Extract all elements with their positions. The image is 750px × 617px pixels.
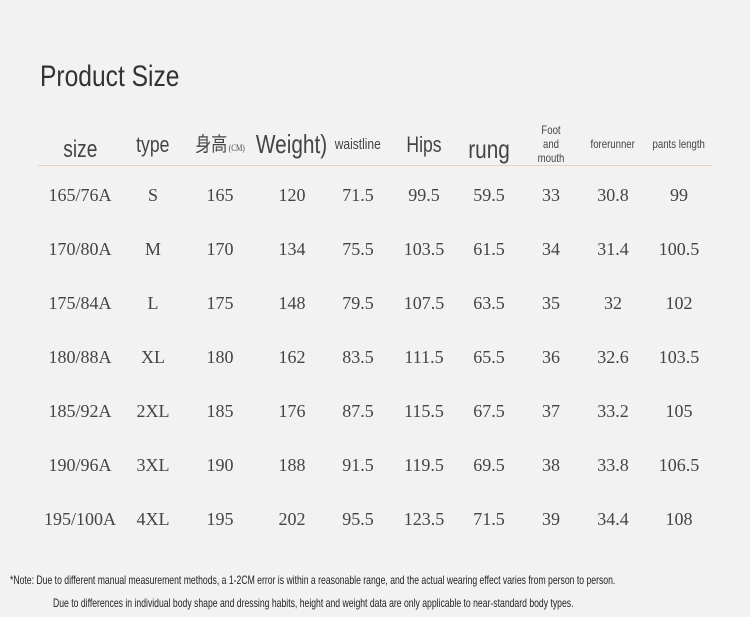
table-cell: 65.5 <box>473 347 505 367</box>
table-cell: 180 <box>206 347 234 367</box>
table-cell: 39 <box>542 509 560 529</box>
table-cell: 190/96A <box>48 455 112 475</box>
column-header: 身高 (CM) <box>180 125 260 165</box>
table-cell: 202 <box>278 509 306 529</box>
table-cell: 87.5 <box>342 401 374 421</box>
table-cell: 75.5 <box>342 239 374 259</box>
table-cell: 108 <box>665 509 693 529</box>
header-divider <box>38 165 712 166</box>
column-header-label: type <box>136 132 170 158</box>
table-cell: 120 <box>278 185 306 205</box>
table-cell: 33.8 <box>597 455 629 475</box>
table-cell: 79.5 <box>342 293 374 313</box>
table-cell: 3XL <box>136 455 170 475</box>
table-cell: 4XL <box>136 509 170 529</box>
table-cell: 33.2 <box>597 401 629 421</box>
table-cell: 195/100A <box>44 509 116 529</box>
table-cell: 107.5 <box>403 293 445 313</box>
note-line-2: Due to differences in individual body sh… <box>53 596 574 610</box>
table-cell: 35 <box>542 293 560 313</box>
page-title: Product Size <box>40 60 180 93</box>
table-cell: 103.5 <box>403 239 445 259</box>
table-cell: 2XL <box>136 401 170 421</box>
column-header-label: waistline <box>334 136 382 154</box>
column-header-label: 身高 <box>195 132 228 156</box>
table-cell: 34 <box>542 239 560 259</box>
table-cell: XL <box>141 347 165 367</box>
table-cell: 71.5 <box>342 185 374 205</box>
column-header: Foot and mouth <box>521 123 581 165</box>
column-header-label: Foot and mouth <box>537 123 565 165</box>
table-cell: 148 <box>278 293 306 313</box>
table-cell: 111.5 <box>404 347 444 367</box>
table-cell: 32.6 <box>597 347 629 367</box>
column-header-label: pants length <box>652 137 706 152</box>
table-cell: 30.8 <box>597 185 629 205</box>
table-cell: 100.5 <box>658 239 700 259</box>
unit-label: (CM) <box>228 143 245 153</box>
table-cell: 105 <box>665 401 693 421</box>
table-cell: 123.5 <box>403 509 445 529</box>
table-cell: 38 <box>542 455 560 475</box>
column-header-label: size <box>62 136 98 164</box>
table-cell: 188 <box>278 455 306 475</box>
table-cell: 67.5 <box>473 401 505 421</box>
table-cell: 103.5 <box>658 347 700 367</box>
table-cell: 102 <box>665 293 693 313</box>
table-cell: L <box>147 293 159 313</box>
column-header: type <box>123 125 183 165</box>
column-header-label: rung <box>468 134 510 165</box>
column-header-label: Weight) <box>256 129 328 160</box>
table-cell: 71.5 <box>473 509 505 529</box>
table-cell: S <box>147 185 158 205</box>
column-header: Weight) <box>247 125 337 165</box>
table-cell: 83.5 <box>342 347 374 367</box>
table-cell: 175 <box>206 293 234 313</box>
column-header: waistline <box>323 125 393 165</box>
table-cell: 99.5 <box>408 185 440 205</box>
table-cell: 162 <box>278 347 306 367</box>
table-cell: 31.4 <box>597 239 629 259</box>
note-line-1: *Note: Due to different manual measureme… <box>10 573 616 587</box>
table-cell: 115.5 <box>404 401 444 421</box>
table-cell: 170 <box>206 239 234 259</box>
table-cell: 180/88A <box>48 347 112 367</box>
table-cell: 106.5 <box>658 455 700 475</box>
table-cell: 36 <box>542 347 560 367</box>
column-header-label: forerunner <box>590 137 636 152</box>
table-cell: 69.5 <box>473 455 505 475</box>
table-cell: 185/92A <box>48 401 112 421</box>
table-cell: 99 <box>670 185 688 205</box>
table-cell: 37 <box>542 401 560 421</box>
table-cell: 165 <box>206 185 234 205</box>
table-cell: 61.5 <box>473 239 505 259</box>
table-cell: 33 <box>542 185 560 205</box>
table-cell: 34.4 <box>597 509 629 529</box>
table-cell: 59.5 <box>473 185 505 205</box>
column-header: rung <box>459 130 519 170</box>
table-cell: 176 <box>278 401 306 421</box>
column-header: pants length <box>639 125 719 165</box>
table-cell: 119.5 <box>404 455 444 475</box>
column-header: Hips <box>394 125 454 165</box>
table-cell: M <box>144 239 161 259</box>
column-header: forerunner <box>578 125 648 165</box>
table-cell: 170/80A <box>48 239 112 259</box>
table-cell: 63.5 <box>473 293 505 313</box>
column-header-label: Hips <box>406 132 442 158</box>
table-cell: 175/84A <box>48 293 112 313</box>
table-cell: 195 <box>206 509 234 529</box>
table-cell: 91.5 <box>342 455 374 475</box>
table-cell: 32 <box>604 293 622 313</box>
column-header: size <box>45 130 115 170</box>
table-cell: 95.5 <box>342 509 374 529</box>
table-cell: 190 <box>206 455 234 475</box>
table-cell: 185 <box>206 401 234 421</box>
table-cell: 165/76A <box>48 185 112 205</box>
table-cell: 134 <box>278 239 306 259</box>
